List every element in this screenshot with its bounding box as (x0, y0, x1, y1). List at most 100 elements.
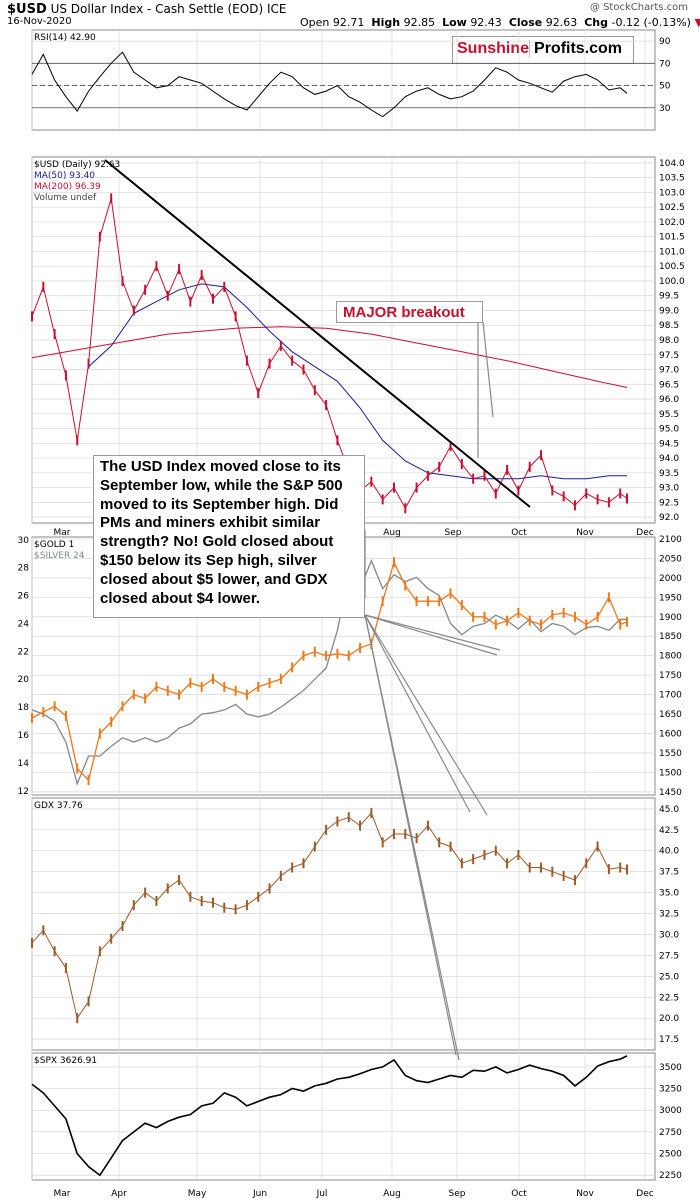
gdx-line (31, 812, 628, 1020)
usd-tick-label: 95.5 (659, 410, 679, 420)
ticker-symbol: $USD (7, 2, 47, 17)
gold-tick-label: 2050 (659, 554, 682, 564)
usd-tick-label: 99.0 (659, 306, 679, 316)
usd-tick-label: 93.0 (659, 484, 679, 494)
silver-tick-label: 18 (18, 703, 30, 713)
gold-tick-label: 2000 (659, 574, 682, 584)
usd-tick-label: 102.5 (659, 203, 685, 213)
bottom-month-label: Oct (511, 1189, 527, 1199)
logo-profits: Profits.com (529, 40, 627, 57)
spx-tick-label: 3000 (659, 1106, 682, 1116)
spx-tick-label: 2750 (659, 1128, 682, 1138)
usd-month-label: Mar (54, 528, 71, 538)
annotation-pointer (364, 614, 501, 651)
silver-tick-label: 30 (18, 536, 30, 546)
usd-title: $USD (Daily) 92.63 (34, 160, 120, 170)
gold-tick-label: 1800 (659, 652, 682, 662)
gold-tick-label: 1900 (659, 613, 682, 623)
rsi-tick-label: 50 (659, 82, 671, 92)
usd-tick-label: 101.0 (659, 247, 685, 257)
ma50-line (88, 283, 627, 480)
spx-line (31, 1055, 628, 1177)
annotation-pointer (364, 614, 498, 656)
gdx-tick-label: 37.5 (659, 868, 679, 878)
breakout-label: MAJOR breakout (336, 301, 483, 323)
usd-tick-label: 97.5 (659, 351, 679, 361)
comment-line: PMs and miners exhibit similar (100, 514, 321, 532)
gold-line (31, 560, 628, 782)
silver-tick-label: 24 (18, 619, 30, 629)
watermark: @ StockCharts.com (589, 2, 688, 13)
change-value: -0.12 (-0.13%) (611, 16, 691, 29)
panel-frame (31, 1052, 656, 1181)
usd-tick-label: 95.0 (659, 425, 679, 435)
gdx-tick-label: 27.5 (659, 951, 679, 961)
high-value: 92.85 (403, 16, 436, 29)
usd-tick-label: 99.5 (659, 292, 679, 302)
usd-tick-label: 103.5 (659, 174, 685, 184)
gold-tick-label: 1750 (659, 671, 682, 681)
usd-month-label: Dec (636, 528, 653, 538)
silver-tick-label: 12 (18, 787, 29, 797)
silver-legend: $SILVER 24 (34, 551, 85, 561)
gold-tick-label: 1950 (659, 593, 682, 603)
ticker-name: US Dollar Index - Cash Settle (EOD) (50, 2, 264, 16)
spx-tick-label: 2500 (659, 1150, 682, 1160)
gdx-tick-label: 22.5 (659, 993, 679, 1003)
downtrend-line (104, 159, 531, 508)
gdx-tick-label: 42.5 (659, 826, 679, 836)
gold-legend: $GOLD 1 (34, 540, 74, 550)
usd-tick-label: 100.0 (659, 277, 685, 287)
usd-tick-label: 104.0 (659, 159, 685, 169)
gold-tick-label: 1650 (659, 710, 682, 720)
gdx-tick-label: 35.0 (659, 889, 679, 899)
usd-tick-label: 96.0 (659, 395, 679, 405)
usd-tick-label: 98.5 (659, 321, 679, 331)
bottom-month-label: Sep (449, 1189, 466, 1199)
comment-line: closed about $4 lower. (100, 589, 261, 607)
annotation-pointer (482, 321, 494, 418)
usd-tick-label: 93.5 (659, 469, 679, 479)
usd-tick-label: 103.0 (659, 188, 685, 198)
usd-tick-label: 101.5 (659, 233, 685, 243)
logo: Sunshine Profits.com (452, 36, 634, 64)
usd-tick-label: 100.5 (659, 262, 685, 272)
gdx-tick-label: 17.5 (659, 1035, 679, 1045)
down-arrow-icon: ▼ (694, 16, 700, 29)
annotation-pointer (364, 614, 460, 1061)
gold-tick-label: 1450 (659, 788, 682, 798)
silver-tick-label: 20 (18, 675, 30, 685)
usd-tick-label: 96.5 (659, 380, 679, 390)
ma200-legend: MA(200) 96.39 (34, 182, 101, 192)
bottom-month-label: Jul (316, 1189, 328, 1199)
gdx-tick-label: 25.0 (659, 972, 679, 982)
usd-tick-label: 92.0 (659, 513, 679, 523)
silver-tick-label: 16 (18, 731, 30, 741)
spx-tick-label: 3500 (659, 1063, 682, 1073)
volume-legend: Volume undef (34, 193, 97, 203)
usd-month-label: Nov (576, 528, 594, 538)
comment-line: strength? No! Gold closed about (100, 533, 334, 551)
spx-tick-label: 2250 (659, 1171, 682, 1181)
usd-month-label: Aug (383, 528, 401, 538)
ma50-legend: MA(50) 93.40 (34, 171, 95, 181)
usd-tick-label: 94.0 (659, 454, 679, 464)
bottom-month-label: Apr (111, 1189, 127, 1199)
bottom-month-label: Nov (576, 1189, 594, 1199)
rsi-title: RSI(14) 42.90 (34, 33, 96, 43)
logo-sunshine: Sunshine (457, 40, 530, 57)
spx-title: $SPX 3626.91 (34, 1056, 97, 1066)
silver-tick-label: 22 (18, 647, 29, 657)
gold-tick-label: 1500 (659, 768, 682, 778)
ohlc-readout: Open 92.71 High 92.85 Low 92.43 Close 92… (300, 16, 700, 29)
bottom-month-label: Dec (636, 1189, 653, 1199)
chart-date: 16-Nov-2020 (7, 16, 72, 27)
open-value: 92.71 (332, 16, 365, 29)
comment-line: closed about $5 lower, and GDX (100, 570, 328, 588)
gdx-tick-label: 45.0 (659, 805, 679, 815)
usd-tick-label: 97.0 (659, 366, 679, 376)
spx-tick-label: 3250 (659, 1085, 682, 1095)
silver-tick-label: 26 (18, 592, 30, 602)
rsi-tick-label: 70 (659, 59, 671, 69)
